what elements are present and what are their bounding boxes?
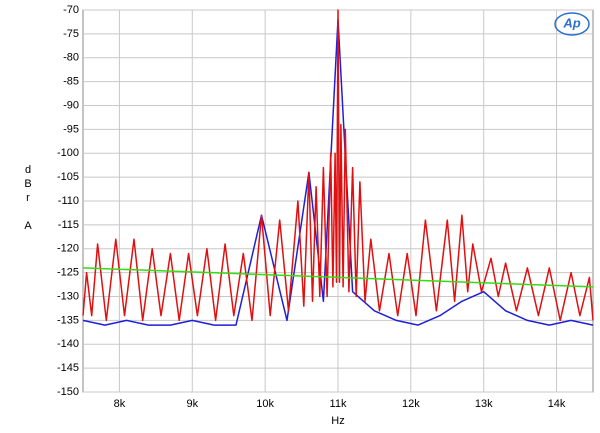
y-tick-label: -140 [57, 338, 79, 350]
y-tick-label: -70 [63, 4, 79, 16]
x-tick-label: 11k [330, 398, 347, 410]
x-axis-label: Hz [331, 415, 344, 427]
x-tick-label: 12k [402, 398, 420, 410]
x-tick-label: 13k [475, 398, 493, 410]
y-tick-label: -135 [57, 314, 79, 326]
x-tick-label: 10k [256, 398, 274, 410]
y-tick-label: -115 [58, 219, 79, 231]
y-tick-label: -80 [63, 52, 79, 64]
x-tick-label: 9k [186, 398, 198, 410]
logo-ring [554, 12, 590, 36]
y-tick-label: -95 [63, 123, 79, 135]
y-tick-label: -120 [57, 243, 79, 255]
series-line [82, 9, 594, 322]
y-tick-label: -90 [63, 99, 79, 111]
y-tick-label: -145 [57, 362, 79, 374]
series-line [82, 267, 594, 288]
y-tick-label: -75 [63, 28, 79, 40]
logo: Ap [562, 15, 580, 30]
y-tick-label: -150 [57, 386, 79, 398]
x-tick-label: 8k [114, 398, 126, 410]
y-axis-label: dBr A [22, 164, 34, 234]
y-tick-label: -105 [57, 171, 79, 183]
y-tick-label: -125 [57, 267, 79, 279]
y-tick-label: -110 [58, 195, 79, 207]
y-tick-label: -85 [63, 76, 79, 88]
y-tick-label: -130 [57, 290, 79, 302]
y-tick-label: -100 [57, 147, 79, 159]
x-tick-label: 14k [548, 398, 566, 410]
